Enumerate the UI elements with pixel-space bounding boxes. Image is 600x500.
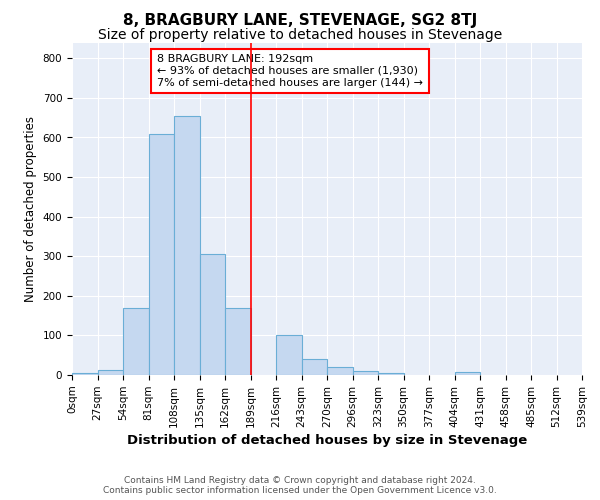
Bar [72,373,97,375]
Bar [378,373,404,375]
Bar [327,367,353,375]
Bar [276,336,302,375]
Bar [455,372,480,375]
Bar [199,254,225,375]
Y-axis label: Number of detached properties: Number of detached properties [24,116,37,302]
Text: 8 BRAGBURY LANE: 192sqm
← 93% of detached houses are smaller (1,930)
7% of semi-: 8 BRAGBURY LANE: 192sqm ← 93% of detache… [157,54,423,88]
Bar [353,371,378,375]
Text: Size of property relative to detached houses in Stevenage: Size of property relative to detached ho… [98,28,502,42]
Bar [174,116,199,375]
Bar [225,308,251,375]
Text: 8, BRAGBURY LANE, STEVENAGE, SG2 8TJ: 8, BRAGBURY LANE, STEVENAGE, SG2 8TJ [123,12,477,28]
Bar [123,308,149,375]
X-axis label: Distribution of detached houses by size in Stevenage: Distribution of detached houses by size … [127,434,527,447]
Bar [302,359,327,375]
Bar [97,370,123,375]
Bar [149,134,174,375]
Text: Contains HM Land Registry data © Crown copyright and database right 2024.
Contai: Contains HM Land Registry data © Crown c… [103,476,497,495]
